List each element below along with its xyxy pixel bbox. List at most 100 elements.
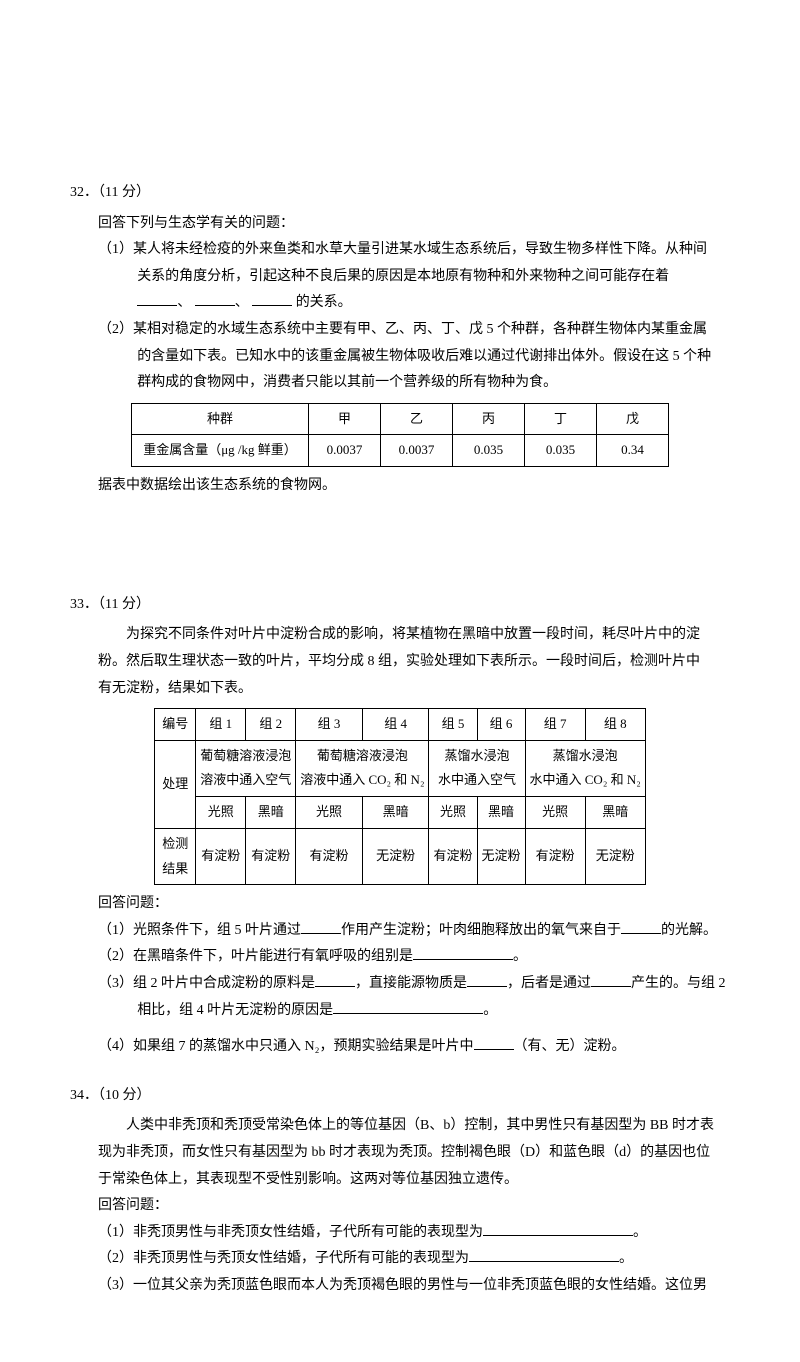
- blank: [301, 919, 341, 934]
- cell: 组 7: [525, 709, 585, 741]
- text: 相比，组 4 叶片无淀粉的原因是: [137, 1003, 333, 1018]
- q33-item-3-line2: 相比，组 4 叶片无淀粉的原因是 。: [137, 998, 730, 1025]
- q32-item-2-line3: 群构成的食物网中，消费者只能以其前一个营养级的所有物种为食。: [137, 370, 730, 397]
- cell: 光照: [296, 797, 363, 829]
- text: （1）光照条件下，组 5 叶片通过: [98, 923, 301, 938]
- q33-header: 33．（11 分）: [70, 592, 730, 619]
- q32-table: 种群 甲 乙 丙 丁 戊 重金属含量（μg /kg 鲜重） 0.0037 0.0…: [131, 403, 669, 467]
- q34-item-1: （1）非秃顶男性与非秃顶女性结婚，子代所有可能的表现型为 。: [98, 1220, 730, 1247]
- cell: 有淀粉: [246, 828, 296, 884]
- text: 。: [633, 1225, 647, 1240]
- cell: 乙: [381, 403, 453, 435]
- q33-item-4: （4）如果组 7 的蒸馏水中只通入 N₂，预期实验结果是叶片中 （有、无）淀粉。: [98, 1034, 730, 1061]
- cell: 组 6: [477, 709, 525, 741]
- exam-page: 32．（11 分） 回答下列与生态学有关的问题： （1）某人将未经检疫的外来鱼类…: [0, 0, 800, 1362]
- cell: 有淀粉: [196, 828, 246, 884]
- cell: 无淀粉: [585, 828, 645, 884]
- q33-answer-label: 回答问题：: [98, 891, 730, 918]
- blank: [333, 999, 483, 1014]
- cell: 光照: [196, 797, 246, 829]
- question-34: 34．（10 分） 人类中非秃顶和秃顶受常染色体上的等位基因（B、b）控制，其中…: [70, 1083, 730, 1300]
- blank: [252, 291, 292, 306]
- cell: 有淀粉: [525, 828, 585, 884]
- cell: 无淀粉: [477, 828, 525, 884]
- text: 。: [513, 949, 527, 964]
- text: （4）如果组 7 的蒸馏水中只通入 N₂，预期实验结果是叶片中: [98, 1039, 474, 1054]
- q34-intro-line1: 人类中非秃顶和秃顶受常染色体上的等位基因（B、b）控制，其中男性只有基因型为 B…: [98, 1113, 730, 1140]
- cell: 黑暗: [362, 797, 429, 829]
- q32-item-1-line3: 、 、 的关系。: [137, 290, 730, 317]
- cell: 有淀粉: [296, 828, 363, 884]
- cell: 组 1: [196, 709, 246, 741]
- blank: [195, 291, 235, 306]
- cell: 种群: [132, 403, 309, 435]
- cell: 光照: [525, 797, 585, 829]
- cell: 黑暗: [477, 797, 525, 829]
- text: （有、无）淀粉。: [514, 1039, 626, 1054]
- text: （2）在黑暗条件下，叶片能进行有氧呼吸的组别是: [98, 949, 413, 964]
- q32-intro: 回答下列与生态学有关的问题：: [98, 211, 730, 238]
- q34-header: 34．（10 分）: [70, 1083, 730, 1110]
- text: （1）非秃顶男性与非秃顶女性结婚，子代所有可能的表现型为: [98, 1225, 483, 1240]
- cell: 葡萄糖溶液浸泡 溶液中通入空气: [196, 740, 296, 796]
- text: 。: [483, 1003, 497, 1018]
- cell: 组 5: [429, 709, 477, 741]
- q32-item-2-line1: （2）某相对稳定的水域生态系统中主要有甲、乙、丙、丁、戊 5 个种群，各种群生物…: [109, 317, 730, 344]
- cell: 重金属含量（μg /kg 鲜重）: [132, 435, 309, 467]
- cell: 0.035: [453, 435, 525, 467]
- text: ，直接能源物质是: [355, 976, 467, 991]
- table-row: 光照 黑暗 光照 黑暗 光照 黑暗 光照 黑暗: [155, 797, 646, 829]
- q33-intro-line1: 为探究不同条件对叶片中淀粉合成的影响，将某植物在黑暗中放置一段时间，耗尽叶片中的…: [98, 622, 730, 649]
- cell: 组 4: [362, 709, 429, 741]
- cell: 黑暗: [246, 797, 296, 829]
- cell: 0.035: [525, 435, 597, 467]
- text: （2）非秃顶男性与秃顶女性结婚，子代所有可能的表现型为: [98, 1251, 469, 1266]
- cell: 处理: [155, 740, 196, 828]
- blank: [591, 972, 631, 987]
- q33-item-3-line1: （3）组 2 叶片中合成淀粉的原料是，直接能源物质是，后者是通过产生的。与组 2: [98, 971, 730, 998]
- cell: 蒸馏水浸泡 水中通入 CO₂ 和 N₂: [525, 740, 645, 796]
- q32-item-2-line2: 的含量如下表。已知水中的该重金属被生物体吸收后难以通过代谢排出体外。假设在这 5…: [137, 344, 730, 371]
- text: 作用产生淀粉；叶肉细胞释放出的氧气来自于: [341, 923, 621, 938]
- q32-item-1-line2: 关系的角度分析，引起这种不良后果的原因是本地原有物种和外来物种之间可能存在着: [137, 264, 730, 291]
- question-33: 33．（11 分） 为探究不同条件对叶片中淀粉合成的影响，将某植物在黑暗中放置一…: [70, 592, 730, 1061]
- cell: 0.0037: [309, 435, 381, 467]
- q32-header: 32．（11 分）: [70, 180, 730, 207]
- cell: 组 8: [585, 709, 645, 741]
- cell: 戊: [597, 403, 669, 435]
- cell: 甲: [309, 403, 381, 435]
- table-row: 检测 结果 有淀粉 有淀粉 有淀粉 无淀粉 有淀粉 无淀粉 有淀粉 无淀粉: [155, 828, 646, 884]
- blank: [483, 1221, 633, 1236]
- cell: 蒸馏水浸泡 水中通入空气: [429, 740, 525, 796]
- q33-table: 编号 组 1 组 2 组 3 组 4 组 5 组 6 组 7 组 8 处理 葡萄…: [154, 708, 646, 885]
- cell: 无淀粉: [362, 828, 429, 884]
- text: 。: [619, 1251, 633, 1266]
- blank: [621, 919, 661, 934]
- cell: 丁: [525, 403, 597, 435]
- q34-intro-line2: 现为非秃顶，而女性只有基因型为 bb 时才表现为秃顶。控制褐色眼（D）和蓝色眼（…: [98, 1140, 730, 1167]
- cell: 编号: [155, 709, 196, 741]
- blank: [469, 1247, 619, 1262]
- q33-intro-line3: 有无淀粉，结果如下表。: [98, 676, 730, 703]
- cell: 黑暗: [585, 797, 645, 829]
- q34-item-2: （2）非秃顶男性与秃顶女性结婚，子代所有可能的表现型为 。: [98, 1246, 730, 1273]
- blank: [315, 972, 355, 987]
- cell: 有淀粉: [429, 828, 477, 884]
- table-row: 处理 葡萄糖溶液浸泡 溶液中通入空气 葡萄糖溶液浸泡 溶液中通入 CO₂ 和 N…: [155, 740, 646, 796]
- blank: [137, 291, 177, 306]
- cell: 葡萄糖溶液浸泡 溶液中通入 CO₂ 和 N₂: [296, 740, 429, 796]
- table-row: 种群 甲 乙 丙 丁 戊: [132, 403, 669, 435]
- question-32: 32．（11 分） 回答下列与生态学有关的问题： （1）某人将未经检疫的外来鱼类…: [70, 180, 730, 570]
- cell: 丙: [453, 403, 525, 435]
- q34-intro-line3: 于常染色体上，其表现型不受性别影响。这两对等位基因独立遗传。: [98, 1167, 730, 1194]
- text: （3）组 2 叶片中合成淀粉的原料是: [98, 976, 315, 991]
- text: 产生的。与组 2: [631, 976, 726, 991]
- blank: [474, 1035, 514, 1050]
- blank: [467, 972, 507, 987]
- q32-after-table: 据表中数据绘出该生态系统的食物网。: [98, 473, 730, 500]
- q33-item-1: （1）光照条件下，组 5 叶片通过作用产生淀粉；叶肉细胞释放出的氧气来自于的光解…: [98, 918, 730, 945]
- q34-answer-label: 回答问题：: [98, 1193, 730, 1220]
- cell: 光照: [429, 797, 477, 829]
- cell: 组 3: [296, 709, 363, 741]
- q33-intro-line2: 粉。然后取生理状态一致的叶片，平均分成 8 组，实验处理如下表所示。一段时间后，…: [98, 649, 730, 676]
